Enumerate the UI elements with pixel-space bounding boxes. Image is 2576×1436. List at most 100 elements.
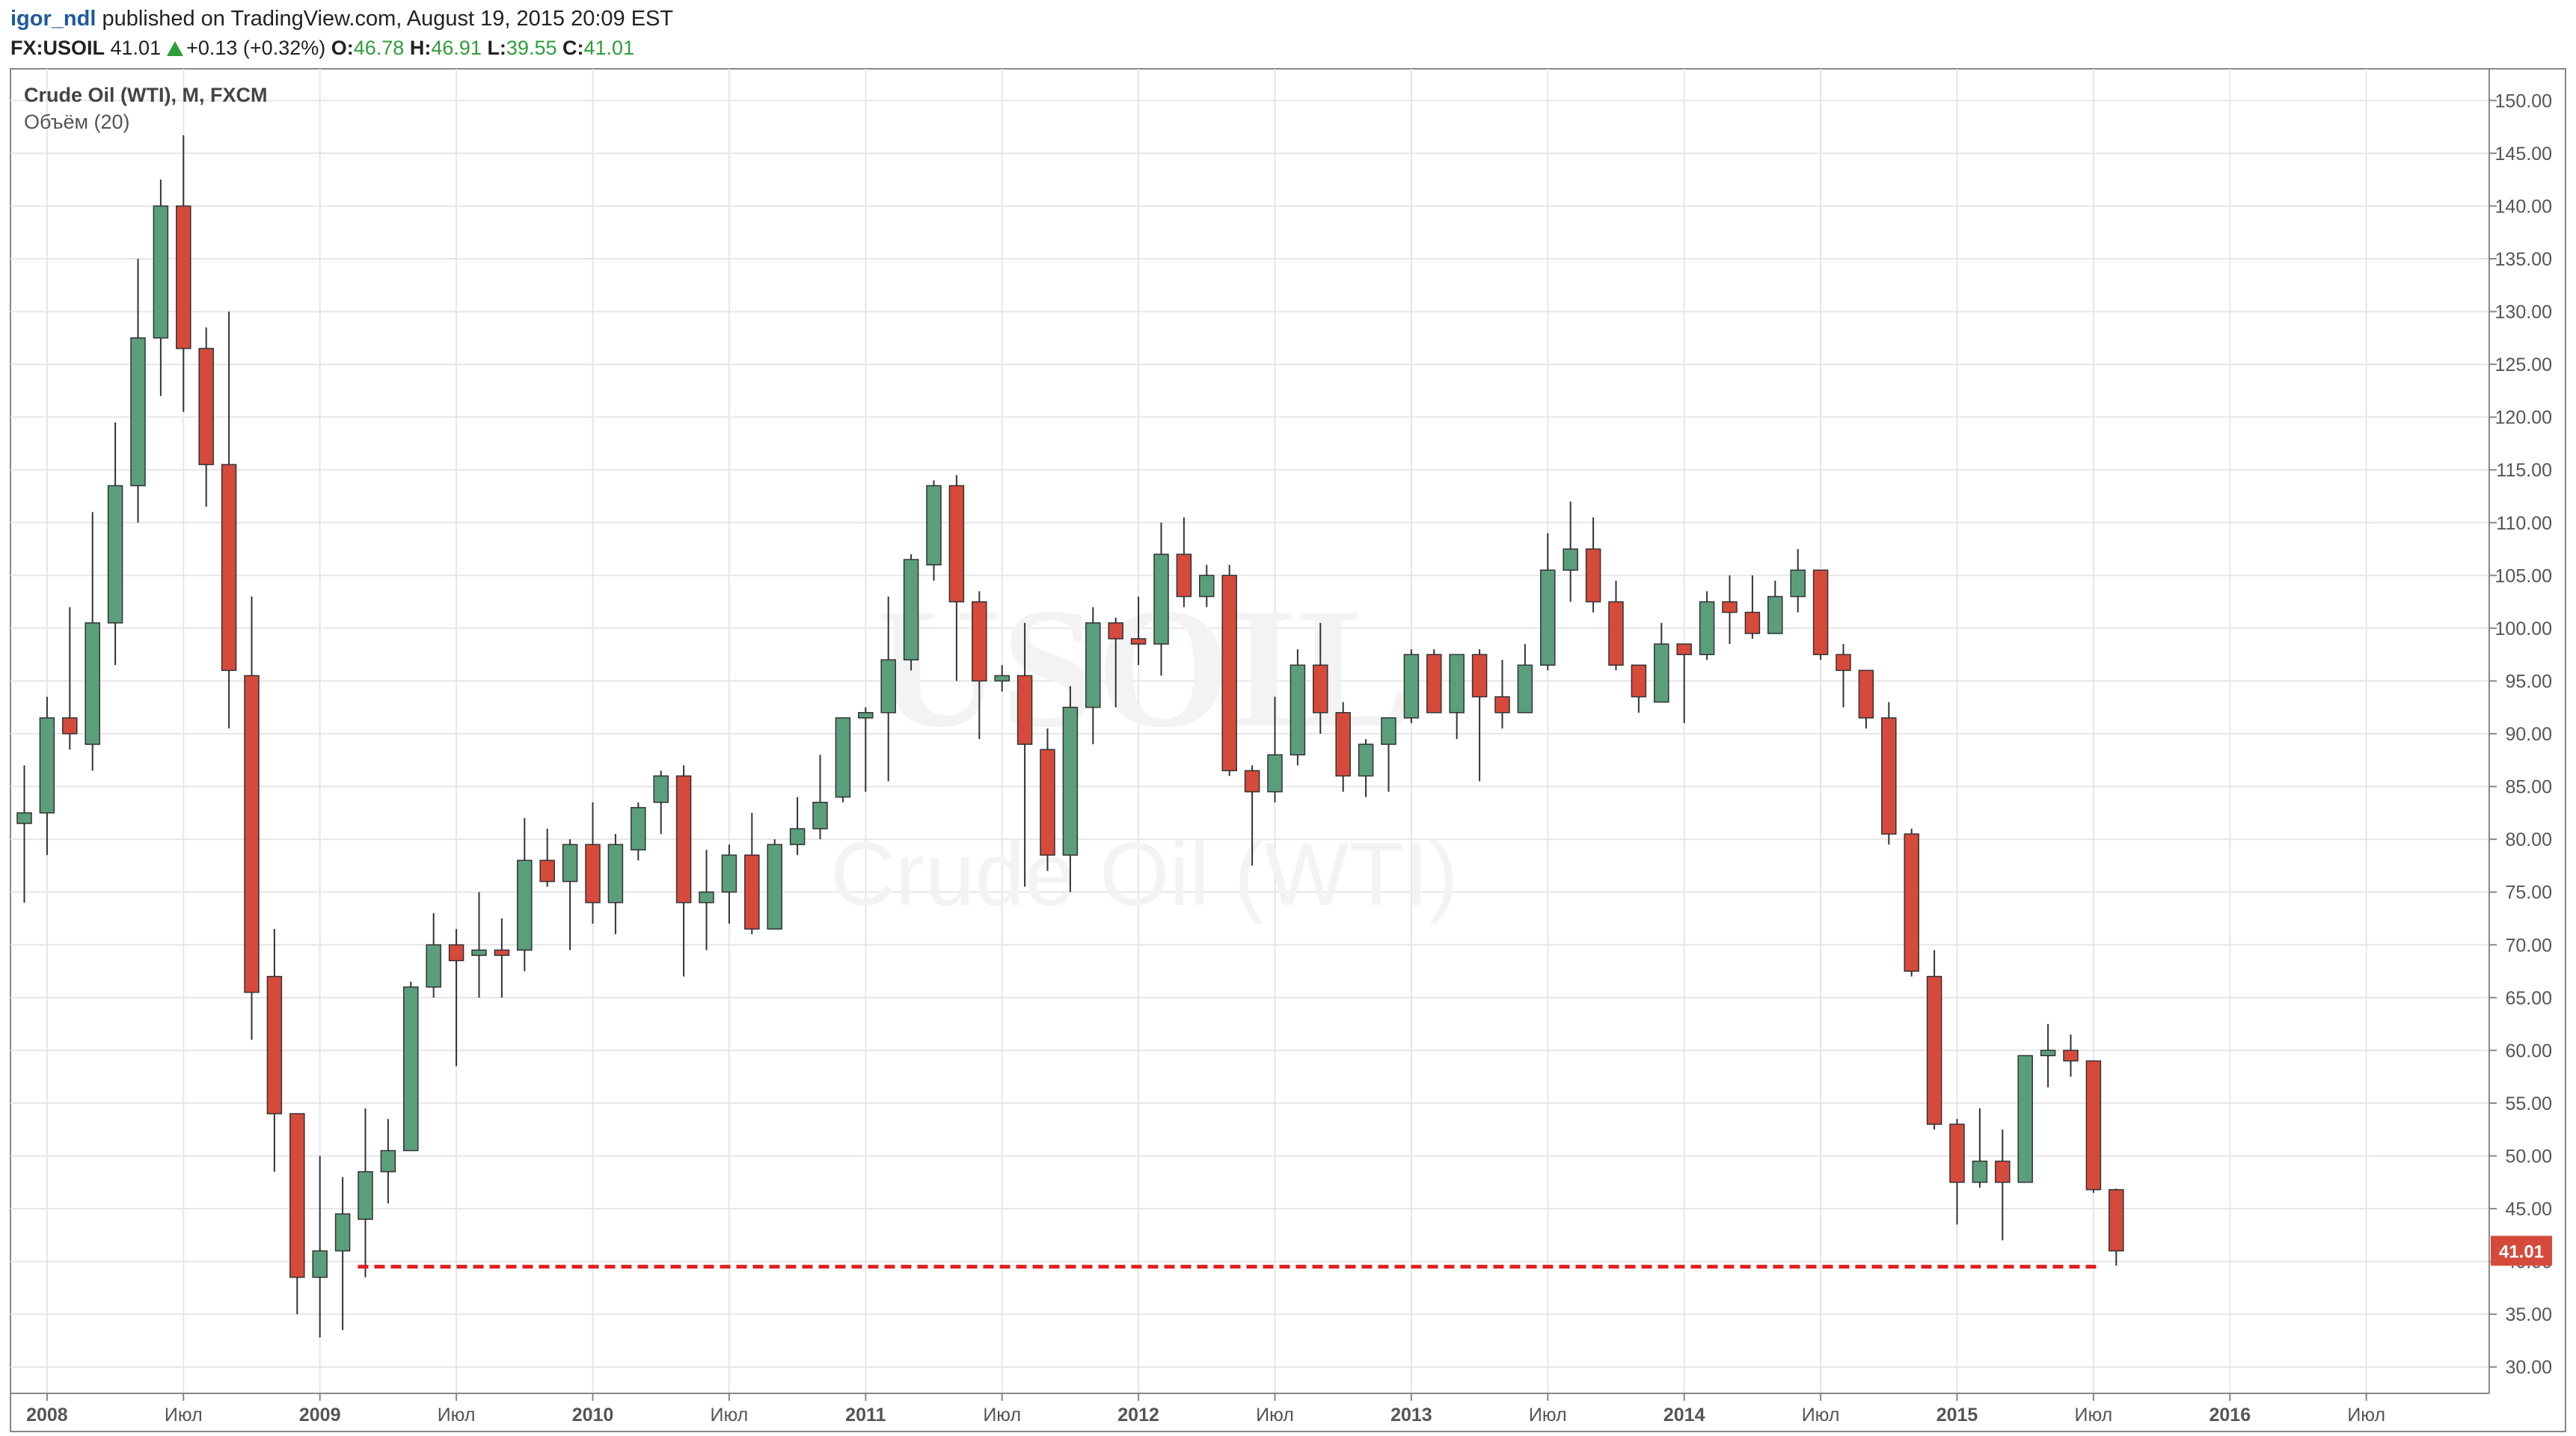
candle[interactable] <box>1335 702 1351 792</box>
candle-body[interactable] <box>1449 654 1465 714</box>
candle-body[interactable] <box>380 1150 396 1173</box>
candle-body[interactable] <box>403 986 419 1152</box>
candle-body[interactable] <box>1244 770 1260 793</box>
candle-body[interactable] <box>1972 1160 1988 1183</box>
candle[interactable] <box>426 912 441 998</box>
candle[interactable] <box>517 817 533 972</box>
candle-body[interactable] <box>2017 1055 2033 1183</box>
candle[interactable] <box>1926 950 1942 1130</box>
candle-body[interactable] <box>1267 754 1283 793</box>
candle[interactable] <box>2109 1188 2124 1266</box>
candle[interactable] <box>1494 660 1510 728</box>
candle[interactable] <box>1812 569 1829 660</box>
candle-body[interactable] <box>426 944 441 988</box>
candle-body[interactable] <box>1699 601 1715 655</box>
candle-body[interactable] <box>471 949 487 957</box>
candle-body[interactable] <box>1790 569 1806 598</box>
candle[interactable] <box>1722 575 1738 645</box>
candle-body[interactable] <box>334 1213 351 1252</box>
candle[interactable] <box>448 929 464 1067</box>
candle-body[interactable] <box>903 559 919 660</box>
candle[interactable] <box>130 259 146 523</box>
candle[interactable] <box>1881 702 1897 845</box>
candle[interactable] <box>221 311 237 728</box>
candle[interactable] <box>1585 517 1601 613</box>
candle-body[interactable] <box>1812 569 1829 655</box>
candle[interactable] <box>585 802 601 924</box>
time-axis[interactable]: 2008 Июл 2009 Июл 2010 Июл 2011 Июл 2012 Июл 2013 И… <box>26 1393 2385 1426</box>
candle-body[interactable] <box>2063 1049 2079 1062</box>
candle[interactable] <box>789 797 806 856</box>
candle-body[interactable] <box>607 844 624 903</box>
candle[interactable] <box>1540 533 1556 671</box>
candle-body[interactable] <box>130 337 146 487</box>
candle-body[interactable] <box>448 944 464 962</box>
candle[interactable] <box>1153 522 1169 676</box>
candle-body[interactable] <box>312 1250 328 1278</box>
candle[interactable] <box>39 696 55 856</box>
candle-body[interactable] <box>721 854 737 893</box>
candle-body[interactable] <box>744 854 760 930</box>
candle-body[interactable] <box>1881 717 1897 835</box>
candle[interactable] <box>334 1176 351 1331</box>
candle[interactable] <box>721 844 737 924</box>
candle-body[interactable] <box>1471 654 1488 698</box>
candle-body[interactable] <box>1654 643 1669 703</box>
candle[interactable] <box>380 1119 396 1203</box>
candle-body[interactable] <box>1085 622 1101 708</box>
symbol-label[interactable]: FX:USOIL <box>10 37 105 59</box>
candle-body[interactable] <box>1016 675 1033 745</box>
candle[interactable] <box>1108 617 1123 708</box>
candle[interactable] <box>1654 622 1669 703</box>
candle-body[interactable] <box>1744 611 1761 634</box>
candle-body[interactable] <box>198 348 214 465</box>
candle-body[interactable] <box>1494 696 1510 714</box>
candle[interactable] <box>744 812 760 935</box>
candle[interactable] <box>1995 1129 2011 1241</box>
candle[interactable] <box>2040 1024 2056 1087</box>
candle[interactable] <box>1631 664 1647 713</box>
author-link[interactable]: igor_ndl <box>10 7 96 31</box>
candle-body[interactable] <box>1676 643 1692 655</box>
candle-body[interactable] <box>1335 712 1351 777</box>
candle-body[interactable] <box>1608 601 1624 666</box>
candle[interactable] <box>1790 549 1806 613</box>
candle-body[interactable] <box>176 205 191 349</box>
candle-body[interactable] <box>1040 749 1055 856</box>
candle-body[interactable] <box>266 975 283 1114</box>
candle[interactable] <box>903 554 919 671</box>
candle[interactable] <box>880 596 896 782</box>
candle-body[interactable] <box>1130 638 1147 645</box>
candle[interactable] <box>835 717 851 803</box>
candle[interactable] <box>1313 622 1328 734</box>
candle-body[interactable] <box>835 717 851 798</box>
candle[interactable] <box>1130 596 1147 666</box>
candle[interactable] <box>107 422 123 666</box>
candle-body[interactable] <box>1904 833 1919 972</box>
candle[interactable] <box>1244 765 1260 866</box>
candle-body[interactable] <box>539 859 555 883</box>
candle[interactable] <box>1403 649 1420 723</box>
candle-body[interactable] <box>1403 654 1420 719</box>
candle[interactable] <box>16 765 32 903</box>
candle-body[interactable] <box>1176 553 1192 598</box>
candle[interactable] <box>471 892 487 998</box>
candle[interactable] <box>1744 575 1761 639</box>
candle-body[interactable] <box>653 775 669 803</box>
candle-body[interactable] <box>1836 654 1851 672</box>
candle[interactable] <box>699 850 714 951</box>
candle-body[interactable] <box>1289 664 1306 756</box>
candle[interactable] <box>1040 728 1055 871</box>
candle[interactable] <box>1426 649 1442 714</box>
volume-study-label[interactable]: Объём (20) <box>24 111 130 133</box>
candle[interactable] <box>631 802 646 861</box>
candle[interactable] <box>2017 1055 2033 1183</box>
candle-body[interactable] <box>517 859 533 951</box>
candle[interactable] <box>244 596 260 1040</box>
candle[interactable] <box>1016 622 1033 887</box>
candle-body[interactable] <box>1563 548 1578 571</box>
candle-body[interactable] <box>1313 664 1328 714</box>
candle[interactable] <box>1904 829 1919 977</box>
candle-body[interactable] <box>2085 1060 2102 1191</box>
candle-body[interactable] <box>926 485 942 565</box>
